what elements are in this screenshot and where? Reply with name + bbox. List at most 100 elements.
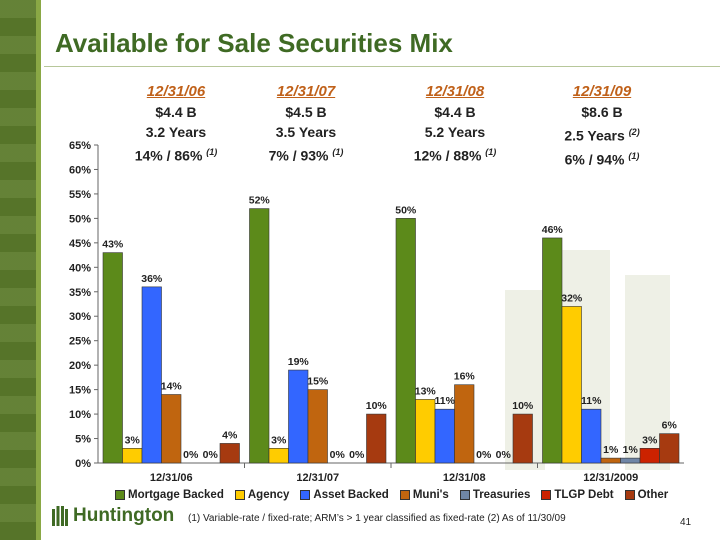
col-mix: 6% / 94% (1) [527, 146, 677, 170]
legend-swatch [234, 490, 245, 500]
col-duration: 5.2 Years [424, 124, 486, 140]
data-label: 3% [271, 434, 287, 446]
x-tick-label: 12/31/2009 [583, 472, 638, 484]
data-label: 46% [542, 224, 564, 236]
legend-label: Agency [247, 489, 290, 501]
data-label: 4% [222, 429, 238, 441]
bar [366, 413, 387, 464]
y-tick-label: 45% [69, 238, 91, 250]
col-date: 12/31/09 [572, 83, 632, 100]
col-amount: $4.4 B [434, 104, 476, 120]
legend-label: Treasuries [472, 489, 531, 501]
col-duration: 3.2 Years [145, 124, 207, 140]
bar [512, 413, 533, 464]
col-date: 12/31/06 [146, 83, 206, 100]
data-label: 52% [249, 195, 271, 207]
bar [620, 457, 641, 464]
legend-item: Muni's [399, 489, 449, 501]
legend-swatch [624, 490, 635, 500]
col-mix-note: (1) [485, 147, 497, 157]
col-duration-note: (2) [628, 127, 640, 137]
bar [542, 237, 563, 464]
legend-label: Asset Backed [313, 489, 389, 501]
bar [600, 457, 621, 464]
bar [122, 448, 143, 464]
data-label: 10% [512, 400, 534, 412]
bar [219, 443, 240, 464]
data-label: 13% [415, 385, 437, 397]
x-tick-label: 12/31/06 [150, 472, 193, 484]
legend-swatch [459, 490, 470, 500]
legend-item: Agency [234, 489, 290, 501]
page-title: Available for Sale Securities Mix [55, 28, 453, 58]
data-label: 10% [366, 400, 388, 412]
bar [639, 448, 660, 464]
bar [307, 389, 328, 464]
data-label: 0% [349, 449, 365, 461]
data-label: 14% [161, 381, 183, 393]
y-tick-label: 10% [69, 409, 91, 421]
data-label: 50% [395, 204, 417, 216]
col-mix-value: 14% / 86% [134, 147, 203, 164]
footnote: (1) Variable-rate / fixed-rate; ARM’s > … [188, 513, 566, 524]
data-label: 0% [496, 449, 512, 461]
chart-legend: Mortgage Backed Agency Asset Backed Muni's T… [115, 489, 668, 501]
bar [415, 399, 436, 464]
y-tick-label: 35% [69, 287, 91, 299]
data-label: 19% [288, 356, 310, 368]
summary-col-2009: 12/31/09 $8.6 B 2.5 Years (2) 6% / 94% (… [527, 82, 677, 169]
y-tick-label: 50% [69, 213, 91, 225]
y-tick-label: 40% [69, 262, 91, 274]
data-label: 15% [307, 376, 329, 388]
col-mix-note: (1) [332, 147, 344, 157]
legend-item: Mortgage Backed [115, 489, 224, 501]
data-label: 6% [662, 420, 678, 432]
col-mix: 7% / 93% (1) [231, 142, 381, 166]
y-tick-label: 25% [69, 336, 91, 348]
logo-text: Huntington [73, 505, 175, 526]
bar [454, 384, 475, 464]
data-label: 43% [102, 239, 124, 251]
bar [581, 408, 602, 464]
data-label: 0% [476, 449, 492, 461]
bar [434, 408, 455, 464]
data-label: 3% [642, 434, 658, 446]
bar [561, 306, 582, 464]
col-mix-value: 7% / 93% [268, 147, 329, 164]
y-tick-label: 55% [69, 189, 91, 201]
col-mix-value: 12% / 88% [413, 147, 482, 164]
left-decor-bar [0, 0, 36, 540]
legend-swatch [300, 490, 311, 500]
legend-item: Treasuries [459, 489, 531, 501]
x-tick-label: 12/31/08 [443, 472, 486, 484]
data-label: 32% [561, 292, 583, 304]
legend-swatch [399, 490, 410, 500]
col-date: 12/31/08 [425, 83, 485, 100]
legend-label: Muni's [412, 489, 449, 501]
x-tick-label: 12/31/07 [296, 472, 339, 484]
data-label: 1% [623, 444, 639, 456]
bar [659, 433, 680, 464]
data-label: 0% [183, 449, 199, 461]
huntington-logo: Huntington [52, 505, 174, 527]
col-mix-note: (1) [628, 150, 640, 161]
bar [288, 369, 309, 464]
legend-item: Other [624, 489, 668, 501]
bar [249, 208, 270, 464]
title-divider [44, 66, 720, 67]
left-decor-stripe [36, 0, 41, 540]
bar [395, 218, 416, 464]
bar [141, 286, 162, 464]
logo-mark-icon [52, 506, 68, 526]
y-tick-label: 60% [69, 164, 91, 176]
summary-col-2007: 12/31/07 $4.5 B 3.5 Years 7% / 93% (1) [231, 82, 381, 166]
legend-item: TLGP Debt [541, 489, 614, 501]
col-amount: $8.6 B [581, 104, 623, 120]
col-date: 12/31/07 [276, 83, 336, 100]
col-duration-value: 2.5 Years [564, 127, 625, 144]
left-decor-pattern [0, 0, 36, 540]
col-mix: 14% / 86% (1) [101, 142, 251, 166]
col-mix-value: 6% / 94% [564, 151, 625, 168]
y-tick-label: 5% [75, 434, 91, 446]
